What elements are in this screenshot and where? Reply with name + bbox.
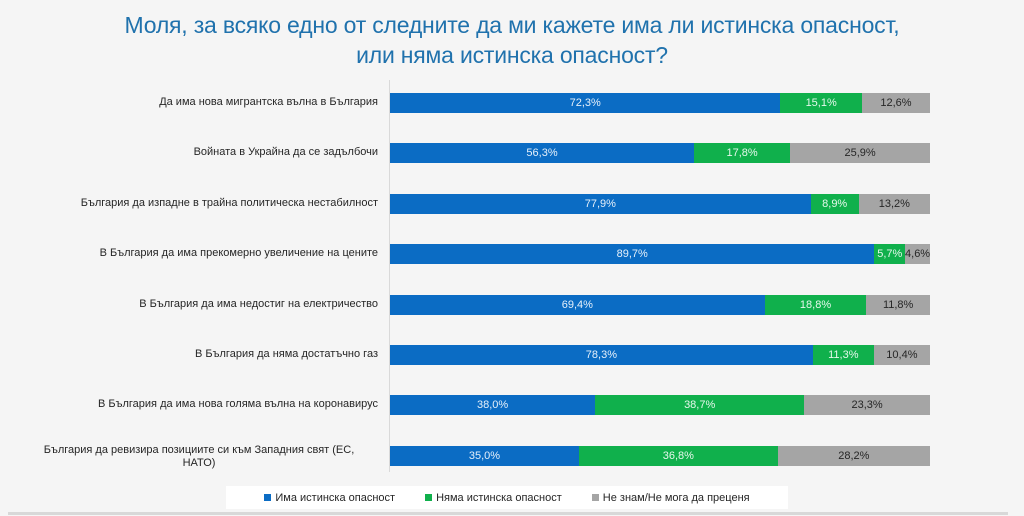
data-label: 23,3% bbox=[851, 399, 883, 411]
data-label: 78,3% bbox=[585, 349, 617, 361]
bar-segment-dont-know: 23,3% bbox=[804, 395, 930, 415]
bar-segment-real-danger: 78,3% bbox=[390, 345, 813, 365]
data-label: 11,8% bbox=[882, 299, 914, 311]
bar-segment-dont-know: 11,8% bbox=[866, 295, 930, 315]
legend-label-dont-know: Не знам/Не мога да преценя bbox=[602, 491, 750, 504]
legend-item-real-danger: Има истинска опасност bbox=[264, 492, 395, 504]
data-label: 4,6% bbox=[905, 248, 931, 260]
category-label: България да ревизира позициите си към За… bbox=[43, 444, 355, 469]
bar-segment-no-danger: 36,8% bbox=[579, 446, 778, 466]
data-label: 8,9% bbox=[822, 198, 848, 210]
category-label: България да изпадне в трайна политическа… bbox=[80, 197, 378, 209]
bar-row: 78,3% 11,3% 10,4% bbox=[390, 345, 930, 365]
data-label: 56,3% bbox=[526, 147, 558, 159]
data-label: 28,2% bbox=[838, 450, 870, 462]
category-label: В България да има прекомерно увеличение … bbox=[99, 247, 378, 259]
data-label: 69,4% bbox=[561, 299, 593, 311]
data-label: 11,3% bbox=[828, 349, 859, 361]
data-label: 35,0% bbox=[468, 450, 501, 462]
bar-segment-no-danger: 8,9% bbox=[810, 194, 859, 214]
bar-row: 89,7% 5,7% 4,6% bbox=[390, 244, 930, 264]
bar-segment-no-danger: 15,1% bbox=[780, 93, 862, 113]
data-label: 89,7% bbox=[616, 248, 648, 260]
legend-label-no-danger: Няма истинска опасност bbox=[436, 491, 562, 504]
legend: Има истинска опасност Няма истинска опас… bbox=[226, 486, 788, 509]
bar-segment-dont-know: 12,6% bbox=[861, 93, 930, 113]
data-label: 5,7% bbox=[877, 248, 903, 260]
legend-swatch-dont-know bbox=[591, 494, 599, 501]
bar-row: 38,0% 38,7% 23,3% bbox=[390, 395, 930, 415]
chart-title: Моля, за всяко едно от следните да ми ка… bbox=[0, 10, 1024, 70]
bar-segment-no-danger: 38,7% bbox=[595, 395, 805, 415]
bar-row: 69,4% 18,8% 11,8% bbox=[390, 295, 930, 315]
legend-label-real-danger: Има истинска опасност bbox=[275, 491, 396, 504]
bar-segment-real-danger: 89,7% bbox=[390, 244, 875, 264]
bar-segment-real-danger: 56,3% bbox=[390, 143, 695, 163]
bar-segment-no-danger: 5,7% bbox=[874, 244, 906, 264]
data-label: 17,8% bbox=[726, 147, 758, 159]
bar-row: 77,9% 8,9% 13,2% bbox=[390, 194, 930, 214]
bar-segment-dont-know: 28,2% bbox=[777, 446, 930, 466]
bar-segment-real-danger: 69,4% bbox=[390, 295, 765, 315]
bar-segment-real-danger: 72,3% bbox=[390, 93, 781, 113]
category-label: Войната в Украйна да се задълбочи bbox=[193, 146, 378, 158]
bar-row: 72,3% 15,1% 12,6% bbox=[390, 93, 930, 113]
data-label: 77,9% bbox=[584, 198, 616, 210]
bar-segment-no-danger: 18,8% bbox=[764, 295, 867, 315]
bar-segment-real-danger: 35,0% bbox=[390, 446, 579, 466]
bar-segment-real-danger: 77,9% bbox=[390, 194, 811, 214]
bar-row: 56,3% 17,8% 25,9% bbox=[390, 143, 930, 163]
bar-segment-dont-know: 4,6% bbox=[905, 244, 930, 264]
bar-segment-no-danger: 11,3% bbox=[812, 345, 874, 365]
data-label: 18,8% bbox=[799, 299, 832, 311]
category-label: В България да няма достатъчно газ bbox=[195, 348, 378, 360]
data-label: 15,1% bbox=[805, 97, 837, 109]
category-label: В България да има нова голяма вълна на к… bbox=[98, 398, 378, 410]
category-label: Да има нова мигрантска вълна в България bbox=[159, 96, 378, 108]
category-axis-line bbox=[389, 80, 390, 472]
legend-item-dont-know: Не знам/Не мога да преценя bbox=[591, 491, 750, 504]
frame-bottom-edge bbox=[8, 512, 1008, 515]
category-label: В България да има недостиг на електричес… bbox=[139, 298, 378, 310]
data-label: 72,3% bbox=[569, 97, 601, 109]
bar-segment-dont-know: 10,4% bbox=[873, 345, 930, 365]
bar-segment-dont-know: 25,9% bbox=[790, 143, 930, 163]
bar-row: 35,0% 36,8% 28,2% bbox=[390, 446, 930, 466]
legend-swatch-no-danger bbox=[425, 494, 433, 501]
data-label: 36,8% bbox=[662, 450, 694, 462]
data-label: 10,4% bbox=[886, 349, 918, 361]
bar-segment-real-danger: 38,0% bbox=[390, 395, 596, 415]
bar-segment-no-danger: 17,8% bbox=[694, 143, 791, 163]
legend-swatch-real-danger bbox=[264, 494, 272, 501]
bar-segment-dont-know: 13,2% bbox=[858, 194, 930, 214]
data-label: 13,2% bbox=[878, 198, 910, 210]
data-label: 25,9% bbox=[844, 147, 876, 159]
data-label: 38,0% bbox=[476, 399, 509, 411]
chart-title-line-2: или няма истинска опасност? bbox=[356, 42, 668, 68]
data-label: 38,7% bbox=[684, 399, 716, 411]
data-label: 12,6% bbox=[880, 97, 912, 109]
legend-item-no-danger: Няма истинска опасност bbox=[425, 492, 562, 504]
chart-title-line-1: Моля, за всяко едно от следните да ми ка… bbox=[124, 12, 900, 38]
